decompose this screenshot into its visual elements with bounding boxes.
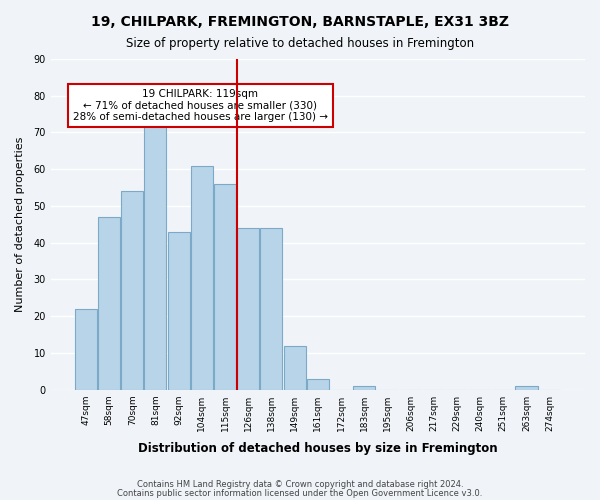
- Bar: [260, 228, 283, 390]
- Text: Contains HM Land Registry data © Crown copyright and database right 2024.: Contains HM Land Registry data © Crown c…: [137, 480, 463, 489]
- Bar: [307, 378, 329, 390]
- Bar: [98, 217, 120, 390]
- Bar: [121, 192, 143, 390]
- Text: Size of property relative to detached houses in Fremington: Size of property relative to detached ho…: [126, 38, 474, 51]
- Y-axis label: Number of detached properties: Number of detached properties: [15, 136, 25, 312]
- Bar: [145, 122, 166, 390]
- Bar: [191, 166, 213, 390]
- Bar: [75, 309, 97, 390]
- Text: Contains public sector information licensed under the Open Government Licence v3: Contains public sector information licen…: [118, 488, 482, 498]
- Bar: [214, 184, 236, 390]
- Text: 19 CHILPARK: 119sqm
← 71% of detached houses are smaller (330)
28% of semi-detac: 19 CHILPARK: 119sqm ← 71% of detached ho…: [73, 89, 328, 122]
- Bar: [353, 386, 375, 390]
- Bar: [237, 228, 259, 390]
- Bar: [284, 346, 305, 390]
- Text: 19, CHILPARK, FREMINGTON, BARNSTAPLE, EX31 3BZ: 19, CHILPARK, FREMINGTON, BARNSTAPLE, EX…: [91, 15, 509, 29]
- Bar: [515, 386, 538, 390]
- X-axis label: Distribution of detached houses by size in Fremington: Distribution of detached houses by size …: [138, 442, 497, 455]
- Bar: [167, 232, 190, 390]
